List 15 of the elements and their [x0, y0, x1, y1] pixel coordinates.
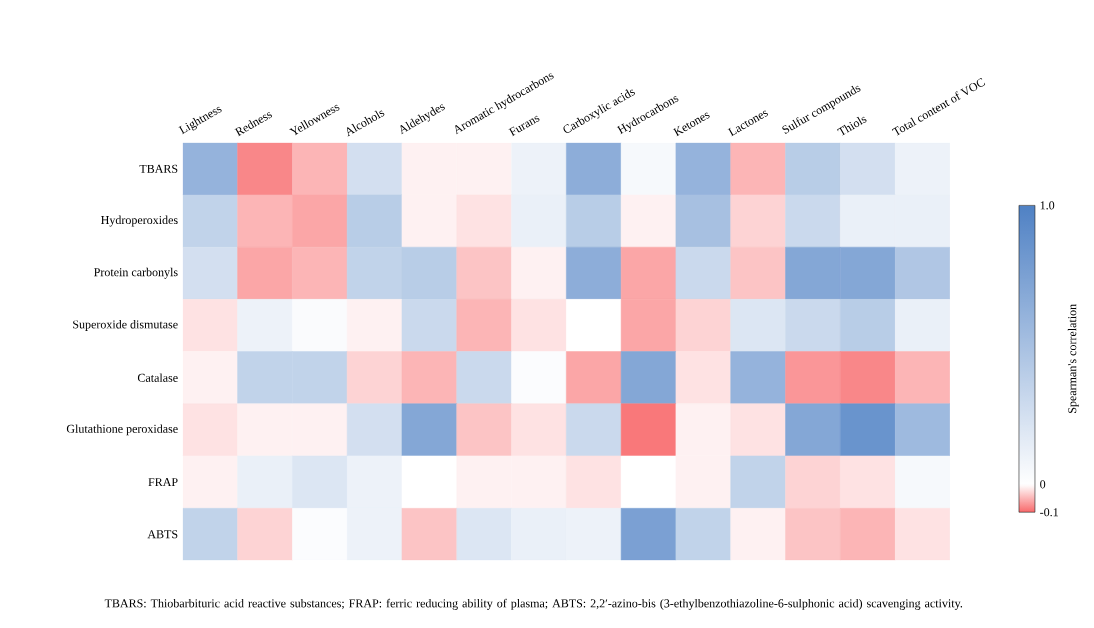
y-tick-label: Hydroperoxides: [101, 215, 178, 227]
color-bar-label: 1.0: [1040, 201, 1055, 210]
y-tick-label: Protein carbonyls: [94, 267, 178, 279]
y-tick-label: ABTS: [147, 530, 178, 539]
color-bar-title: Spearman's correlation: [1067, 303, 1079, 413]
y-tick-label: FRAP: [148, 477, 178, 486]
y-tick-label: Superoxide dismutase: [73, 319, 178, 331]
y-tick-label: Glutathione peroxidase: [66, 424, 178, 436]
y-tick-label: TBARS: [139, 164, 178, 173]
color-bar-label: -0.1: [1040, 507, 1058, 517]
x-tick-label: Thiols: [837, 116, 867, 136]
y-tick-label: Catalase: [137, 373, 178, 382]
text: TBARS: Thiobarbituric acid reactive substances; FRAP: ferric reducing ability of plasma; ABTS: 2,2′-azino-bis (3-ethylbenzothiazoline-6-sulphonic acid) scavenging activity.: [104, 598, 963, 610]
color-bar-label: 0: [1040, 480, 1046, 489]
x-tick-label: Furans: [508, 115, 540, 137]
